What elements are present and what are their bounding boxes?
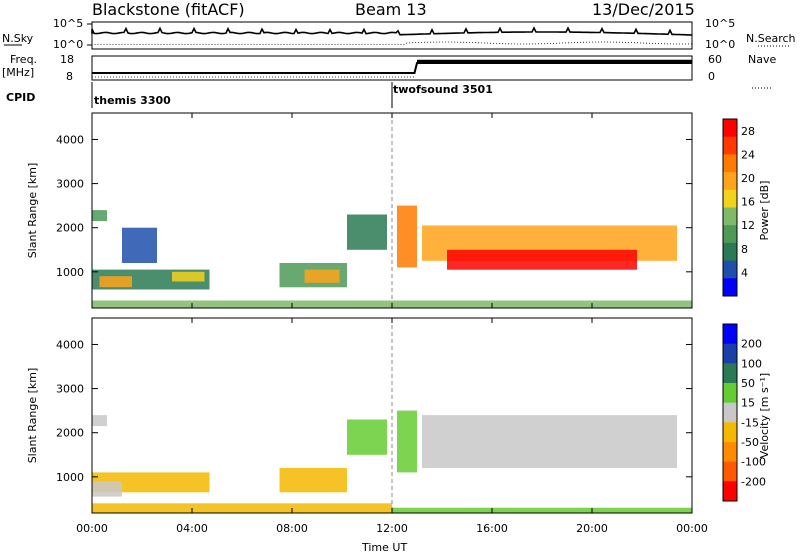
power-region-3 [92,210,107,222]
power-y-axis-title: Slant Range [km] [26,163,39,259]
power-colorbar-seg-8 [723,260,737,279]
power-ytick-label-1: 2000 [56,222,84,235]
velocity-colorbar-seg-2 [723,363,737,384]
x-tick-label-1: 04:00 [176,522,208,535]
velocity-region-4 [347,419,387,455]
power-colorbar-title: Power [dB] [758,181,771,241]
velocity-colorbar-seg-6 [723,442,737,463]
power-region-10 [447,249,637,270]
power-ytick-label-2: 3000 [56,178,84,191]
power-region-6 [304,269,340,283]
freq-label: Freq. [10,53,38,66]
x-tick-label-3: 12:00 [376,522,408,535]
velocity-colorbar-seg-1 [723,343,737,364]
nsearch-label: N.Search [746,32,796,45]
beam-title: Beam 13 [355,0,427,19]
velocity-colorbar-seg-7 [723,461,737,482]
power-ytick-label-3: 4000 [56,133,84,146]
date-title: 13/Dec/2015 [592,0,695,19]
velocity-region-7 [92,503,392,513]
velocity-colorbar-tick-6: -100 [741,456,766,469]
velocity-colorbar-tick-2: 50 [741,377,755,390]
power-colorbar-tick-5: 24 [741,148,755,161]
velocity-region-3 [279,468,347,493]
nsky-trace [91,26,693,36]
velocity-region-6 [422,415,677,468]
power-region-1 [99,276,132,288]
power-colorbar-seg-6 [723,225,737,244]
power-region-4 [122,227,157,263]
velocity-region-2 [92,415,107,427]
velocity-colorbar-title: Velocity [m s⁻¹] [758,373,771,458]
x-axis-title: Time UT [362,541,408,554]
cpid-program-2: twofsound 3501 [393,83,493,96]
power-colorbar-tick-4: 20 [741,172,755,185]
nsearch-trace [91,41,692,45]
velocity-region-8 [392,507,692,513]
velocity-colorbar-tick-5: -50 [741,436,759,449]
power-colorbar-seg-0 [723,119,737,138]
x-tick-label-0: 00:00 [76,522,108,535]
power-region-8 [397,205,417,268]
x-tick-label-5: 20:00 [576,522,608,535]
power-colorbar-seg-2 [723,154,737,173]
power-colorbar-seg-4 [723,189,737,208]
freq-unit-label: [MHz] [2,66,35,79]
velocity-colorbar-tick-1: 100 [741,357,762,370]
power-colorbar-frame [722,118,738,297]
velocity-colorbar-seg-8 [723,481,737,502]
power-ytick-label-0: 1000 [56,266,84,279]
velocity-region-5 [397,410,417,473]
power-colorbar-tick-0: 4 [741,266,748,279]
freq-tick-high: 18 [60,53,74,66]
velocity-ytick-label-0: 1000 [56,471,84,484]
power-colorbar-seg-7 [723,242,737,262]
nsky-label: N.Sky [2,32,34,45]
velocity-colorbar-tick-3: 15 [741,397,755,410]
nave-label: Nave [748,53,777,66]
velocity-ytick-label-1: 2000 [56,427,84,440]
x-tick-label-4: 16:00 [476,522,508,535]
freq-trace [92,62,692,74]
power-colorbar-tick-2: 12 [741,219,755,232]
velocity-y-axis-title: Slant Range [km] [26,368,39,464]
radar-title: Blackstone (fitACF) [92,0,245,19]
power-colorbar-tick-3: 16 [741,196,755,209]
power-region-2 [172,271,205,282]
x-tick-label-2: 08:00 [276,522,308,535]
power-colorbar-seg-1 [723,136,737,155]
velocity-colorbar-seg-3 [723,383,737,404]
velocity-ytick-label-3: 4000 [56,338,84,351]
power-colorbar-seg-3 [723,172,737,191]
power-colorbar-seg-5 [723,207,737,226]
velocity-colorbar-seg-0 [723,324,737,345]
power-colorbar-tick-6: 28 [741,125,755,138]
nave-tick-low: 0 [708,70,715,83]
velocity-colorbar-tick-4: -15 [741,416,759,429]
velocity-region-1 [92,481,122,497]
cpid-program-1: themis 3300 [94,94,171,107]
x-tick-label-6: 00:00 [676,522,708,535]
nsearch-tick-low: 10^0 [705,38,736,51]
velocity-colorbar-tick-7: -200 [741,475,766,488]
nsearch-tick-high: 10^5 [705,17,736,30]
nave-tick-high: 60 [708,53,722,66]
nsky-tick-low: 10^0 [53,38,84,51]
velocity-colorbar-seg-5 [723,422,737,443]
nsky-tick-high: 10^5 [53,17,84,30]
cpid-label: CPID [6,91,36,104]
power-colorbar-tick-1: 8 [741,243,748,256]
power-colorbar-seg-9 [723,278,737,297]
velocity-colorbar-frame [722,323,738,502]
freq-tick-low: 8 [66,70,73,83]
power-region-7 [347,214,387,250]
velocity-colorbar-seg-4 [723,402,737,423]
velocity-colorbar-tick-0: 200 [741,338,762,351]
nsky-strip-frame [91,21,693,50]
velocity-ytick-label-2: 3000 [56,383,84,396]
freq-strip-frame [91,55,693,81]
